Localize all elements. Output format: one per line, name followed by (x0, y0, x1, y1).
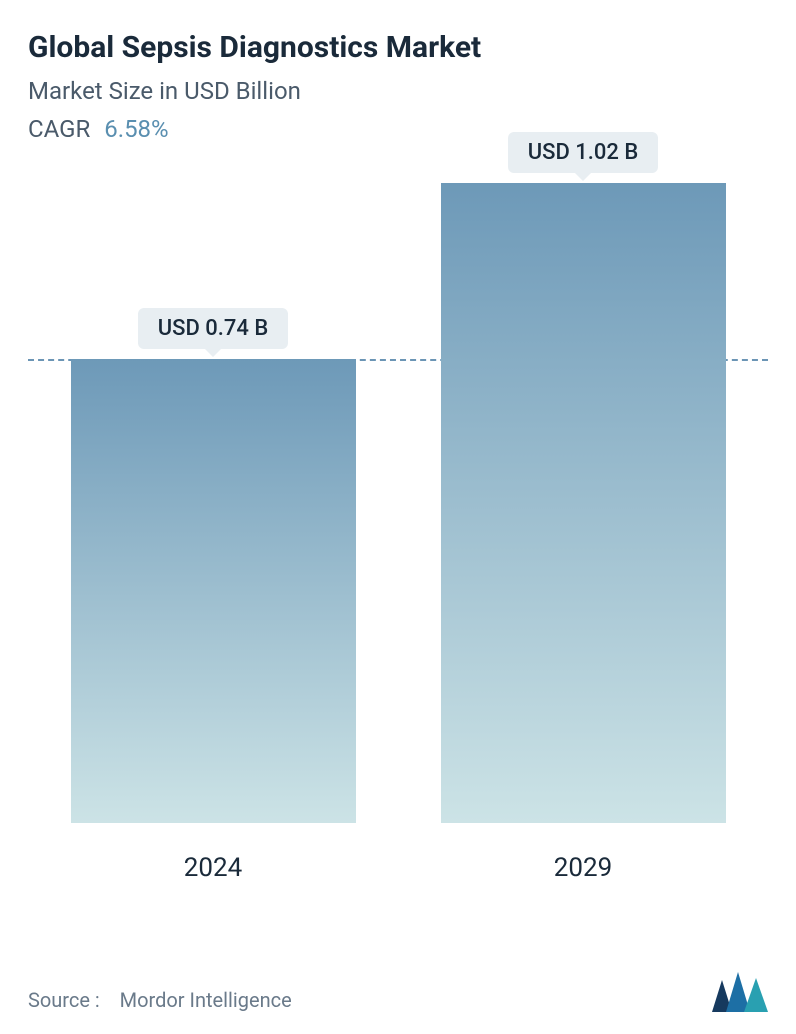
chart-subtitle: Market Size in USD Billion (28, 77, 768, 105)
chart-area: USD 0.74 BUSD 1.02 B 2024 2029 (28, 183, 768, 883)
cagr-label: CAGR (28, 115, 90, 143)
bar-rect-2029 (441, 183, 726, 823)
footer: Source : Mordor Intelligence (28, 972, 768, 1012)
mordor-logo-icon (712, 972, 768, 1012)
chart-title: Global Sepsis Diagnostics Market (28, 30, 768, 65)
bar-2024: USD 0.74 B (71, 308, 356, 823)
bar-2029: USD 1.02 B (441, 132, 726, 823)
x-label-2029: 2029 (441, 853, 726, 883)
x-label-2024: 2024 (71, 853, 356, 883)
bars-container: USD 0.74 BUSD 1.02 B (28, 183, 768, 823)
value-badge-2029: USD 1.02 B (508, 132, 659, 173)
value-badge-2024: USD 0.74 B (138, 308, 289, 349)
source-text: Source : Mordor Intelligence (28, 988, 292, 1012)
x-axis-labels: 2024 2029 (28, 853, 768, 883)
source-name: Mordor Intelligence (120, 988, 292, 1012)
cagr-value: 6.58% (104, 115, 168, 143)
bar-rect-2024 (71, 359, 356, 823)
source-label: Source : (28, 988, 100, 1012)
